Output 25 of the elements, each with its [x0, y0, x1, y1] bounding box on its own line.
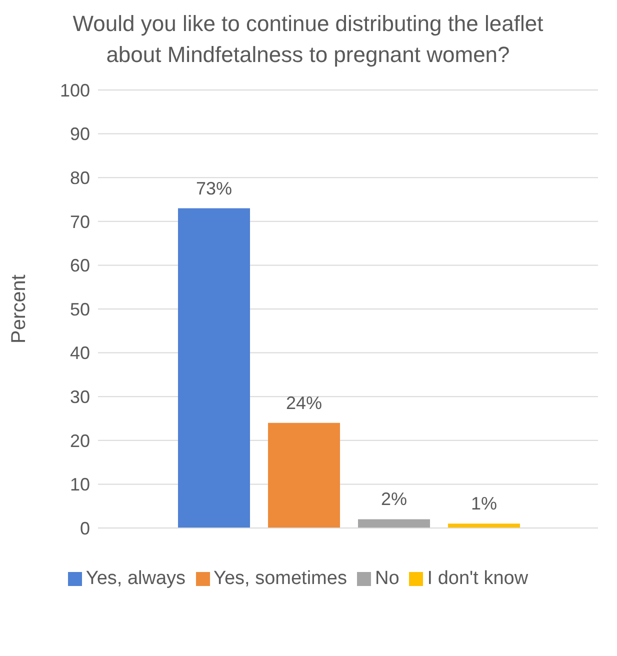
data-label: 73% — [196, 178, 232, 198]
chart-title: Would you like to continue distributing the leaflet about Mindfetalness to pregnant women? — [72, 10, 544, 69]
y-tick-label: 20 — [70, 430, 90, 451]
legend-label: Yes, sometimes — [214, 568, 347, 589]
legend-label: I don't know — [427, 568, 528, 589]
y-tick-label: 100 — [60, 80, 90, 100]
data-label: 24% — [286, 392, 322, 413]
y-tick-label: 70 — [70, 212, 90, 232]
legend-label: No — [374, 568, 400, 589]
y-tick-label: 0 — [80, 518, 90, 538]
y-tick-label: 60 — [70, 256, 90, 276]
bar — [358, 519, 430, 528]
y-axis-title: Percent — [8, 274, 30, 344]
y-tick-label: 50 — [70, 299, 90, 320]
bar — [448, 524, 520, 528]
y-tick-label: 10 — [70, 474, 90, 495]
y-tick-label: 40 — [70, 343, 90, 364]
bar — [178, 208, 250, 528]
y-tick-label: 80 — [70, 168, 90, 188]
y-tick-label: 90 — [70, 124, 90, 144]
data-label: 2% — [380, 489, 408, 510]
data-label: 1% — [470, 494, 498, 514]
y-tick-label: 30 — [70, 386, 90, 407]
bar — [268, 422, 340, 528]
legend-label: Yes, always — [86, 568, 186, 589]
